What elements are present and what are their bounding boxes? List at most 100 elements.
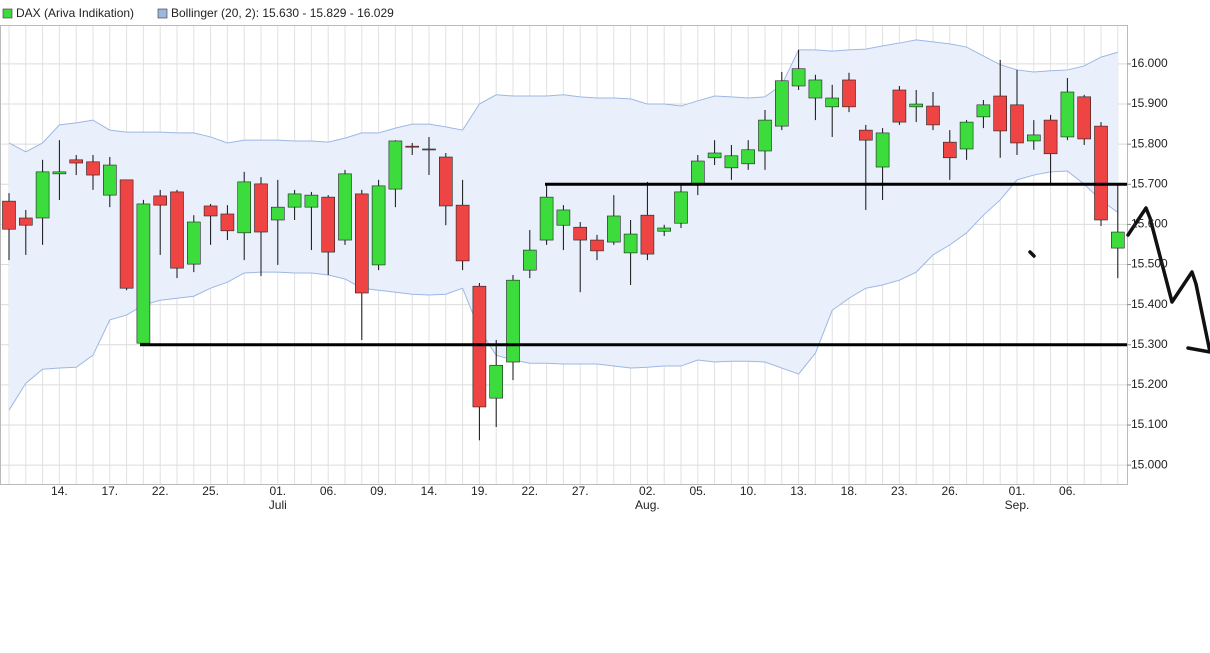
x-tick-label: 14. (421, 484, 438, 498)
y-tick-label: 15.400 (1131, 297, 1168, 311)
x-tick-label: 18. (841, 484, 858, 498)
candle-body (640, 214, 655, 255)
candle-body (1043, 119, 1058, 155)
y-tick-label: 15.200 (1131, 377, 1168, 391)
candle-body (388, 140, 403, 190)
y-tick-label: 15.500 (1131, 257, 1168, 271)
candle-body (153, 195, 167, 206)
candle-body (774, 80, 789, 127)
x-month-label: Aug. (635, 498, 660, 512)
hand-drawn-arrow (1028, 206, 1210, 354)
candle-body (18, 217, 33, 226)
candle-body (674, 191, 688, 224)
x-tick-label: 05. (689, 484, 706, 498)
band-upper (8, 39, 1118, 153)
candle-body (103, 164, 117, 196)
candle-body (52, 171, 67, 175)
candle-body (892, 89, 907, 123)
candle-body (405, 145, 420, 148)
candle-body (724, 155, 739, 169)
candle-body (472, 285, 487, 408)
y-tick-label: 15.300 (1131, 337, 1168, 351)
candle-body (69, 159, 83, 164)
candle-body (690, 160, 705, 185)
x-tick-label: 23. (891, 484, 908, 498)
candle-body (606, 215, 621, 243)
candle-body (86, 161, 100, 176)
x-tick-label: 26. (941, 484, 958, 498)
candle-body (203, 205, 218, 217)
y-tick-label: 15.700 (1131, 176, 1168, 190)
candle-body (1027, 134, 1041, 142)
plot-frame (0, 25, 1128, 485)
candle-body (321, 196, 336, 253)
x-tick-label: 01. (269, 484, 286, 498)
candle-body (976, 104, 991, 118)
x-tick-label: 19. (471, 484, 488, 498)
band-lower (8, 170, 1119, 411)
candle-body (758, 119, 772, 152)
legend-swatch (157, 8, 168, 19)
candle-body (354, 193, 369, 294)
x-tick-label: 22. (152, 484, 169, 498)
candle-body (522, 249, 537, 271)
x-tick-label: 22. (521, 484, 538, 498)
candle-body (119, 179, 134, 289)
candle-body (506, 279, 520, 363)
candle-body (170, 191, 184, 269)
candle-body (338, 173, 352, 241)
candle-body (1060, 91, 1075, 138)
x-tick-label: 14. (51, 484, 68, 498)
legend-swatch (2, 8, 13, 19)
x-tick-label: 09. (370, 484, 387, 498)
candle-body (1077, 96, 1091, 140)
candle-layer (2, 49, 1125, 441)
candle-body (254, 183, 268, 233)
candle-body (556, 209, 571, 226)
candle-body (993, 95, 1008, 132)
candle-body (237, 181, 251, 234)
candle-body (287, 193, 302, 208)
y-tick-label: 15.000 (1131, 457, 1168, 471)
x-tick-label: 10. (740, 484, 757, 498)
candle-body (371, 185, 386, 266)
candle-body (1010, 104, 1024, 144)
candle-body (304, 194, 319, 208)
candle-body (1111, 231, 1125, 249)
candle-body (438, 156, 453, 207)
legend-label: DAX (Ariva Indikation) (16, 6, 134, 20)
candle-body (573, 226, 588, 241)
candle-body (187, 221, 201, 265)
candle-body (825, 97, 840, 108)
candle-body (741, 149, 756, 165)
candle-body (220, 213, 235, 232)
candle-body (35, 171, 50, 219)
candle-body (926, 105, 940, 126)
candle-body (791, 68, 806, 87)
candle-body (909, 103, 924, 108)
candle-body (959, 121, 974, 150)
y-tick-label: 15.100 (1131, 417, 1168, 431)
candle-body (623, 233, 638, 254)
legend-label: Bollinger (20, 2): 15.630 - 15.829 - 16.… (171, 6, 394, 20)
candle-body (707, 152, 722, 159)
x-tick-label: 25. (202, 484, 219, 498)
candle-body (539, 196, 554, 241)
x-tick-label: 17. (101, 484, 118, 498)
x-tick-label: 02. (639, 484, 656, 498)
candle-body (270, 206, 285, 221)
y-tick-label: 15.600 (1131, 217, 1168, 231)
candle-body (942, 141, 957, 159)
candle-body (657, 227, 672, 232)
x-month-label: Sep. (1005, 498, 1030, 512)
candle-body (842, 79, 856, 108)
x-tick-label: 01. (1009, 484, 1026, 498)
x-tick-label: 06. (1059, 484, 1076, 498)
y-tick-label: 15.900 (1131, 96, 1168, 110)
candle-body (2, 200, 16, 230)
x-tick-label: 06. (320, 484, 337, 498)
candle-body (808, 79, 823, 99)
candle-body (875, 132, 890, 168)
